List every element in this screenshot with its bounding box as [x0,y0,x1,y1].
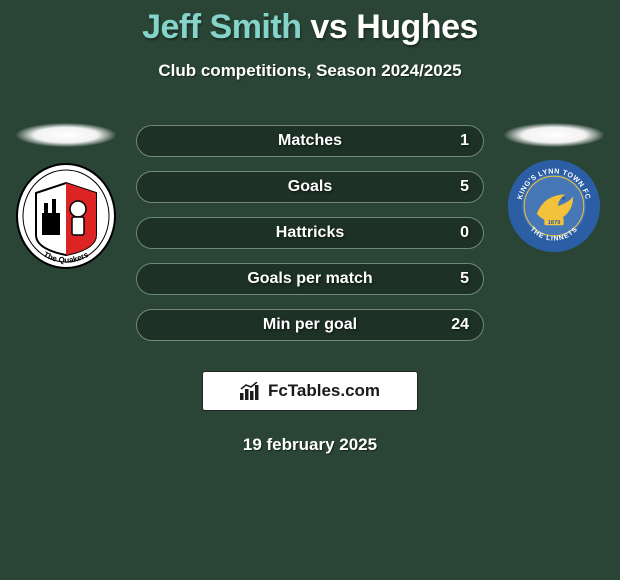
stat-value: 1 [460,132,469,150]
stats-column: Matches 1 Goals 5 Hattricks 0 Goals per … [136,123,484,341]
left-halo-icon [16,123,116,147]
chart-icon [240,382,262,400]
stat-row-matches: Matches 1 [136,125,484,157]
right-column: 1879 KING'S LYNN TOWN FC THE LINNETS [502,123,606,259]
stat-value: 24 [451,316,469,334]
attribution-text: FcTables.com [268,381,380,401]
stat-label: Hattricks [276,224,344,242]
title-row: Jeff Smith vs Hughes [0,8,620,47]
player2-name: Hughes [356,8,478,46]
main-row: The Quakers Matches 1 Goals 5 Hattricks … [0,123,620,341]
infographic-container: Jeff Smith vs Hughes Club competitions, … [0,0,620,455]
stat-label: Min per goal [263,316,357,334]
stat-value: 5 [460,270,469,288]
stat-row-goals: Goals 5 [136,171,484,203]
stat-value: 0 [460,224,469,242]
attribution-box: FcTables.com [202,371,418,411]
stat-label: Matches [278,132,342,150]
vs-text: vs [310,8,347,46]
stat-label: Goals per match [247,270,372,288]
kings-lynn-badge-icon: 1879 KING'S LYNN TOWN FC THE LINNETS [506,158,602,254]
stat-row-min-per-goal: Min per goal 24 [136,309,484,341]
right-halo-icon [504,123,604,147]
stat-value: 5 [460,178,469,196]
stat-label: Goals [288,178,332,196]
subtitle: Club competitions, Season 2024/2025 [0,61,620,81]
quakers-badge-icon: The Quakers [16,163,116,269]
left-club-badge: The Quakers [16,163,116,269]
stat-row-goals-per-match: Goals per match 5 [136,263,484,295]
player1-name: Jeff Smith [142,8,301,46]
stat-row-hattricks: Hattricks 0 [136,217,484,249]
svg-text:1879: 1879 [548,220,561,226]
footer-date: 19 february 2025 [0,435,620,455]
right-club-badge: 1879 KING'S LYNN TOWN FC THE LINNETS [504,153,604,259]
left-column: The Quakers [14,123,118,269]
